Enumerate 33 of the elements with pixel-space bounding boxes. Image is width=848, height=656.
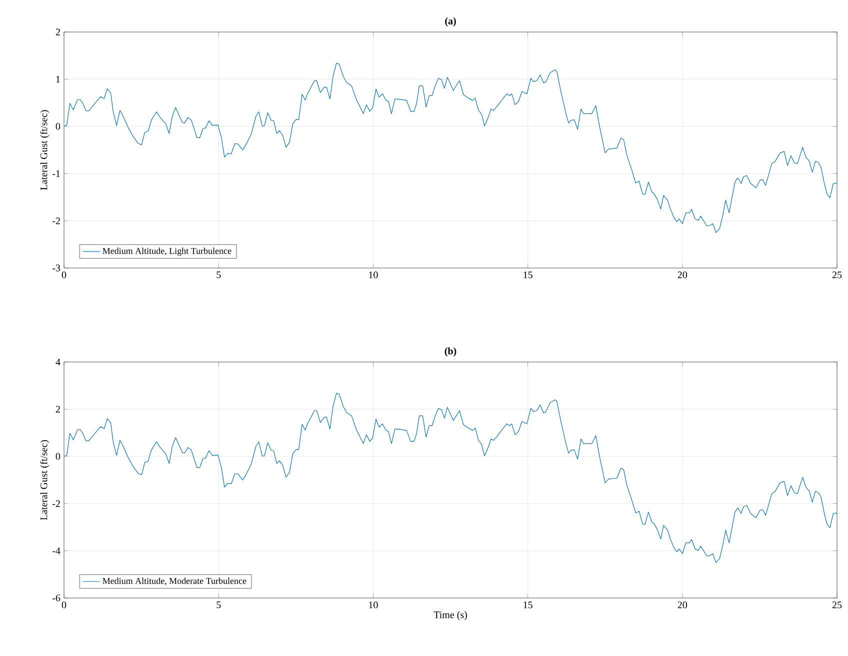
x-tick-label: 25 bbox=[832, 602, 842, 608]
y-tick-label: -1 bbox=[52, 170, 60, 177]
y-tick-label: 2 bbox=[56, 406, 60, 413]
x-tick-label: 10 bbox=[369, 272, 378, 278]
x-axis-title: Time (s) bbox=[434, 611, 467, 620]
x-tick-label: 20 bbox=[678, 272, 688, 278]
y-tick-label: -6 bbox=[52, 594, 60, 602]
x-tick-label: 5 bbox=[216, 272, 221, 278]
y-tick-label: 2 bbox=[56, 28, 60, 36]
y-axis-title: Lateral Gust (ft/sec) bbox=[40, 110, 50, 190]
y-tick-label: -2 bbox=[52, 500, 60, 507]
legend-label: Medium Altitude, Light Turbulence bbox=[102, 248, 232, 256]
y-tick-label: 0 bbox=[56, 453, 60, 460]
x-tick-label: 0 bbox=[62, 272, 66, 278]
x-tick-label: 15 bbox=[524, 272, 532, 278]
y-tick-label: -4 bbox=[52, 548, 60, 554]
x-tick-label: 0 bbox=[62, 602, 66, 608]
y-axis-title: Lateral Gust (ft/sec) bbox=[40, 440, 50, 520]
y-tick-label: -3 bbox=[52, 264, 60, 272]
chart-title: (a) bbox=[445, 17, 456, 26]
chart-title: (b) bbox=[444, 347, 456, 356]
line-series bbox=[64, 392, 837, 563]
line-series bbox=[64, 62, 837, 233]
x-tick-label: 25 bbox=[832, 272, 842, 278]
y-tick-label: 4 bbox=[56, 358, 60, 366]
x-tick-label: 15 bbox=[524, 602, 532, 608]
legend-label: Medium Altitude, Moderate Turbulence bbox=[102, 578, 246, 586]
x-tick-label: 10 bbox=[369, 602, 378, 608]
y-tick-label: -2 bbox=[52, 217, 60, 224]
x-tick-label: 5 bbox=[216, 602, 221, 608]
x-tick-label: 20 bbox=[678, 602, 688, 608]
y-tick-label: 0 bbox=[56, 123, 60, 130]
y-tick-label: 1 bbox=[56, 76, 60, 82]
